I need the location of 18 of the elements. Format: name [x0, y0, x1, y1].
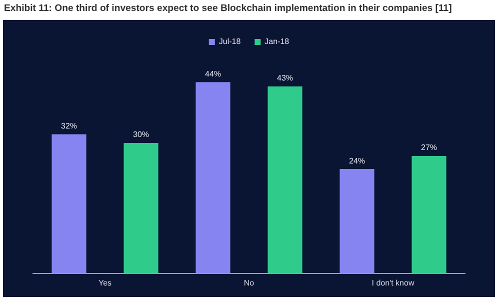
x-tick-label: Yes [98, 278, 112, 288]
data-label: 24% [348, 156, 366, 166]
bar [196, 82, 230, 274]
chart-title: Exhibit 11: One third of investors expect to see Blockchain implementation in their companies [11] [4, 3, 453, 14]
data-label: 32% [60, 121, 78, 130]
bar [124, 142, 158, 274]
x-tick-label: No [244, 278, 255, 288]
data-label: 43% [276, 74, 294, 83]
bar [412, 156, 446, 274]
legend-label: Jul-18 [218, 37, 242, 46]
legend-label: Jan-18 [264, 37, 290, 46]
bar [340, 169, 374, 274]
data-label: 30% [132, 130, 150, 140]
bar [52, 134, 86, 274]
x-tick-label: I don't know [372, 278, 414, 288]
bar [268, 86, 302, 274]
data-label: 27% [420, 143, 438, 152]
data-label: 44% [204, 69, 222, 78]
